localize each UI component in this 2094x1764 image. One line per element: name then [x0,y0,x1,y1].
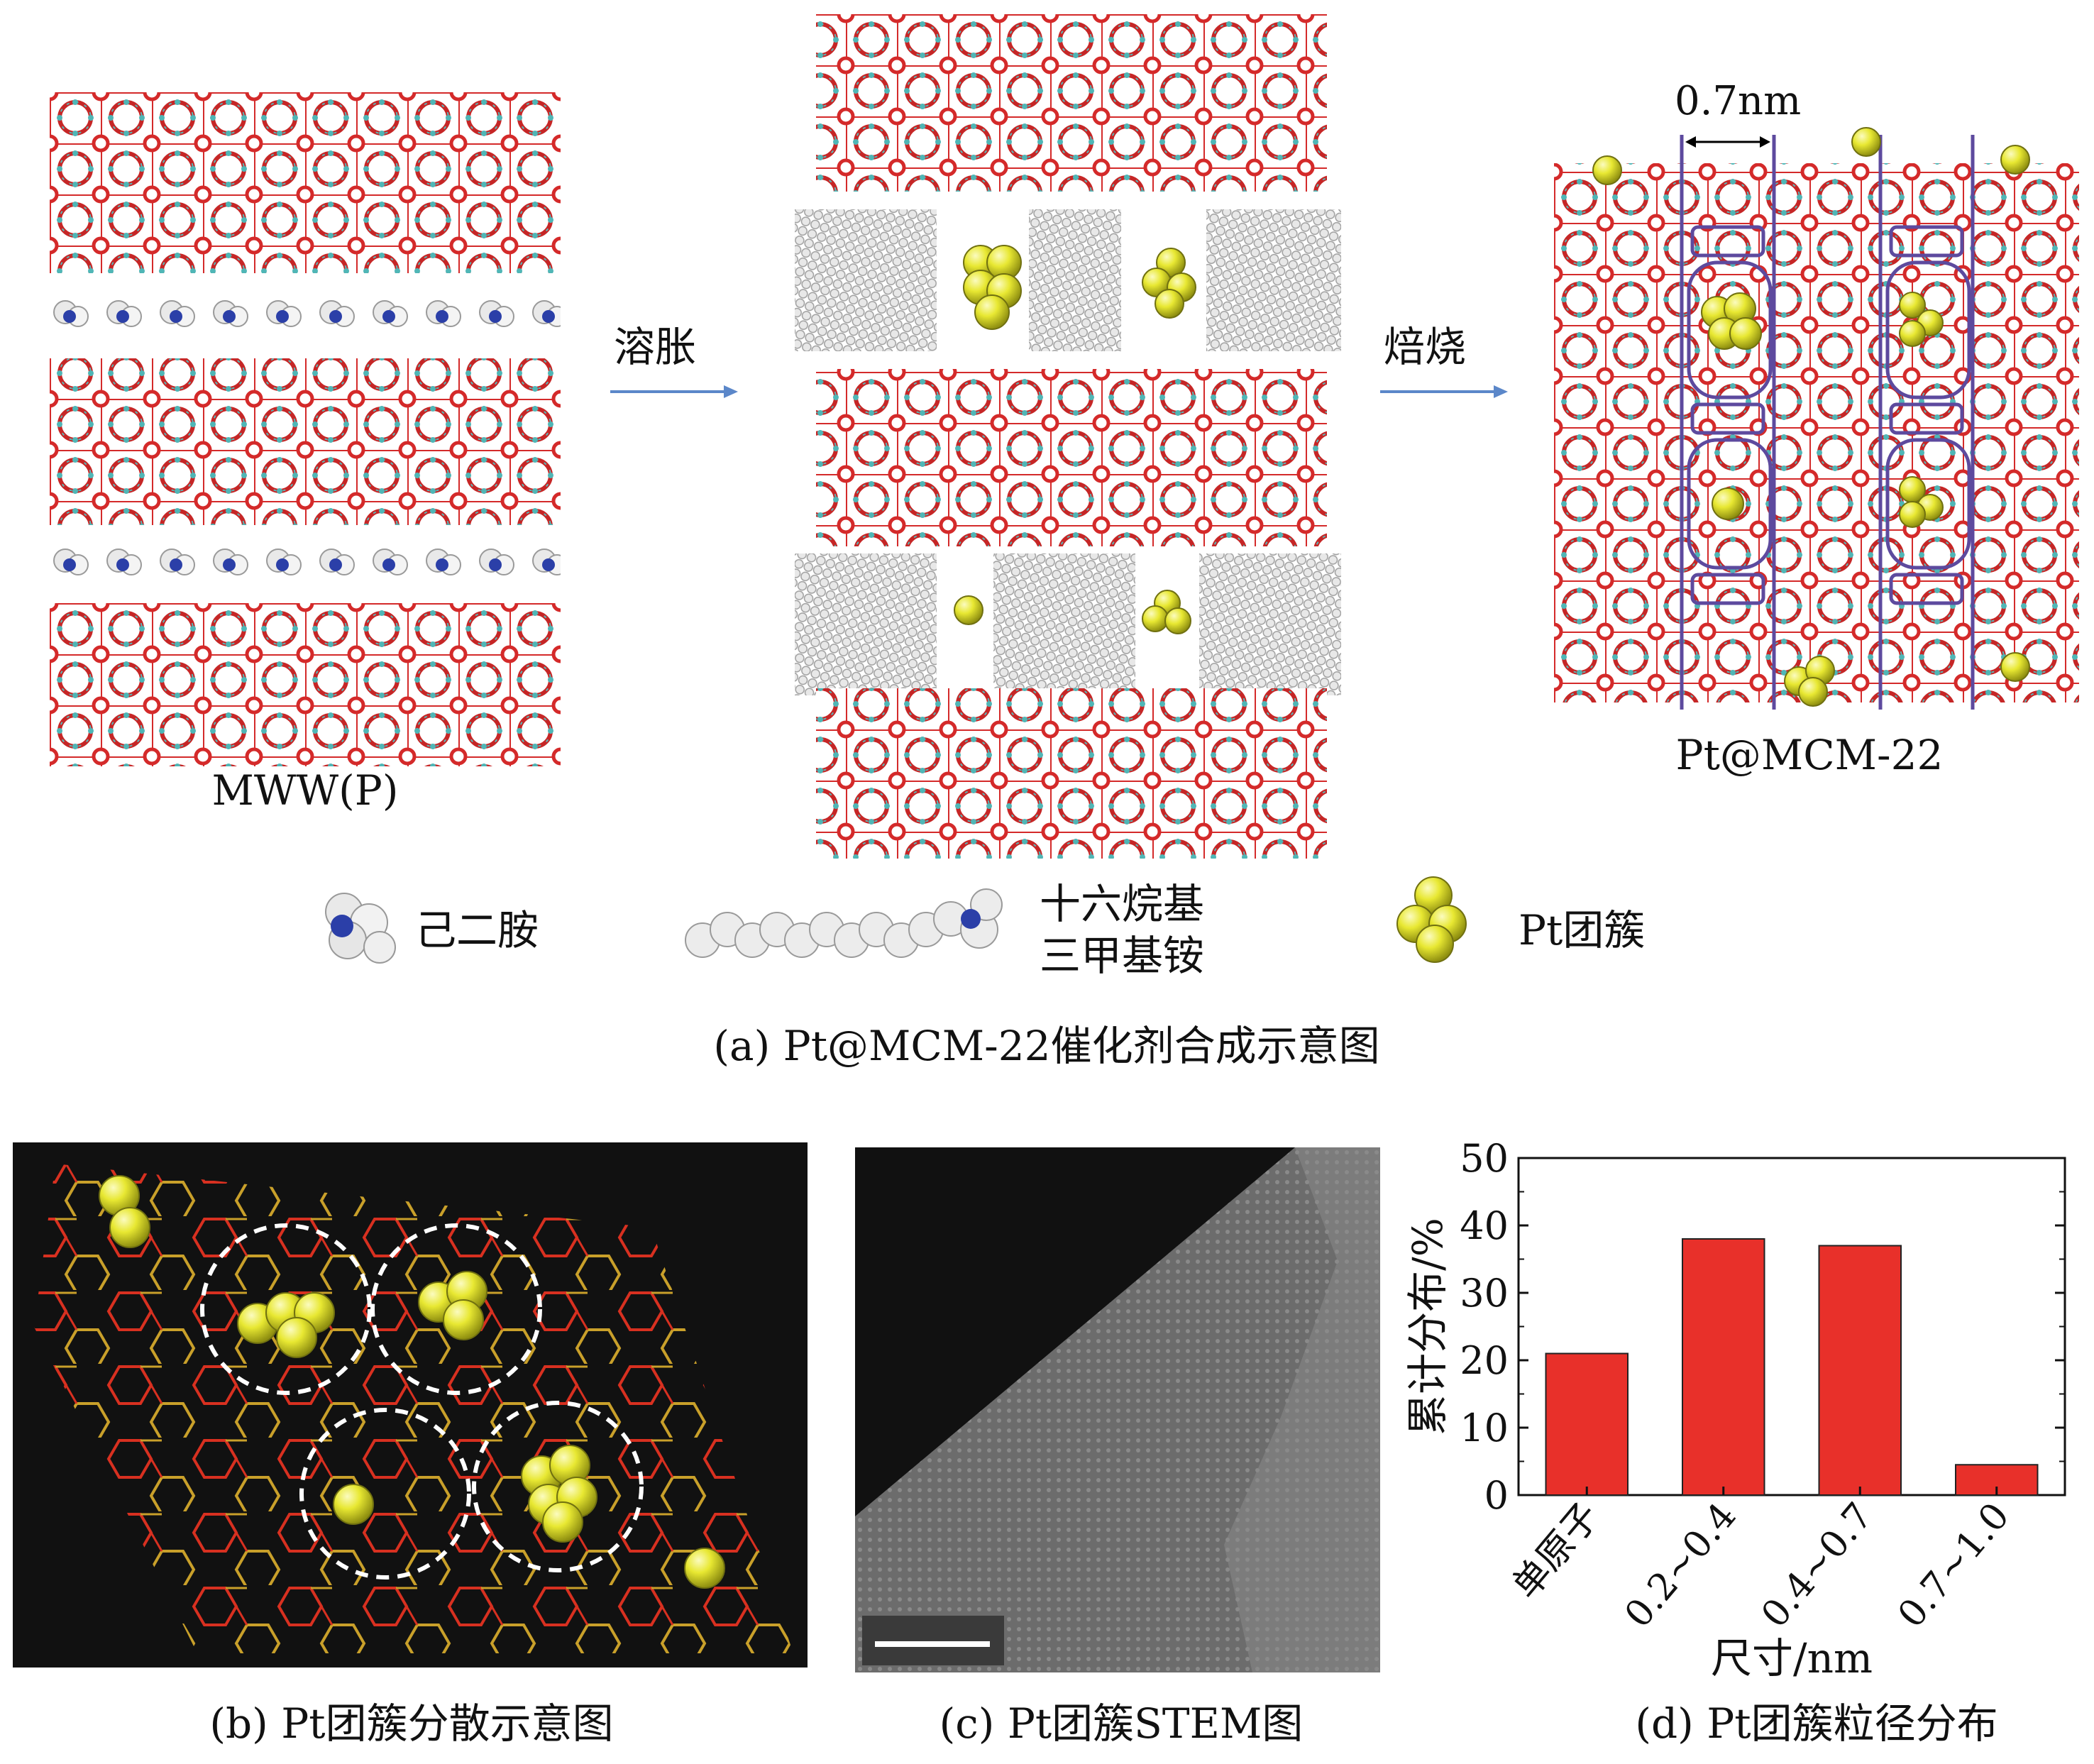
legend-pt-cluster: Pt团簇 [1519,906,1646,954]
pt-dispersion-schematic [13,1142,808,1667]
y-tick-label: 10 [1460,1406,1509,1450]
y-tick-label: 50 [1460,1136,1509,1181]
x-tick-label: 0.2~0.4 [1616,1495,1744,1636]
pt-cluster-icon [1396,876,1467,963]
bar [1545,1352,1629,1496]
arrow-right-icon [1380,385,1508,398]
ctma-chain-icon [685,888,1003,958]
hexanediamine-molecule-icon [325,893,396,964]
pore-size-label: 0.7nm [1675,78,1802,124]
y-tick-label: 0 [1484,1473,1509,1518]
x-tick-label: 单原子 [1504,1495,1608,1607]
panel-d-caption: (d) Pt团簇粒径分布 [1635,1699,1998,1748]
y-axis-label: 累计分布/% [1404,1218,1452,1435]
mww-p-structure [50,92,561,766]
bar [1955,1464,2039,1496]
bar [1818,1245,1902,1496]
y-tick-label: 20 [1460,1338,1509,1383]
calcination-label: 焙烧 [1384,323,1467,371]
legend-ctma-line1: 十六烷基 [1040,880,1205,928]
panel-c-caption: (c) Pt团簇STEM图 [939,1699,1304,1748]
x-tick-label: 0.7~1.0 [1890,1495,2017,1636]
x-axis-label: 尺寸/nm [1711,1634,1873,1682]
panel-a-caption: (a) Pt@MCM-22催化剂合成示意图 [713,1022,1380,1070]
bar [1682,1238,1765,1496]
y-tick-label: 40 [1460,1203,1509,1248]
stem-image [855,1147,1380,1672]
pt-mcm22-structure [1554,127,2079,710]
swollen-structure [795,14,1341,859]
legend-ctma-line2: 三甲基铵 [1040,932,1205,980]
arrow-right-icon [610,385,738,398]
panel-b-caption: (b) Pt团簇分散示意图 [209,1699,614,1748]
y-tick-label: 30 [1460,1271,1509,1316]
size-distribution-chart: 0 10 20 30 40 50 单原子 0.2~0.4 0.4~0.7 0.7~1.0 尺寸/nm… [1404,1136,2066,1682]
legend-hexanediamine: 己二胺 [415,906,539,954]
x-tick-label: 0.4~0.7 [1753,1495,1881,1636]
swelling-label: 溶胀 [614,323,697,371]
pt-mcm22-label: Pt@MCM-22 [1675,731,1944,779]
mww-p-label: MWW(P) [211,766,399,815]
panel-a: MWW(P) 溶胀 [50,14,2079,1070]
